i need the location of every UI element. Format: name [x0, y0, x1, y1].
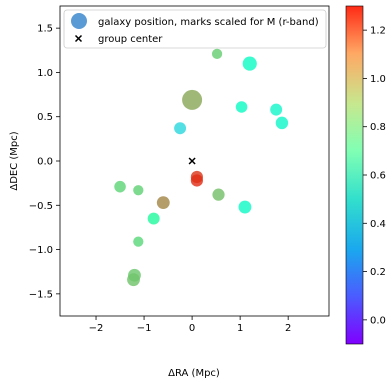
galaxy-point — [212, 188, 225, 201]
x-axis-ticks: −2 −1 0 1 2 — [89, 316, 291, 334]
legend: galaxy position, marks scaled for M (r-b… — [63, 9, 327, 49]
y-tick-label: −1.0 — [29, 245, 53, 256]
galaxy-point — [235, 101, 248, 113]
group-center-layer — [188, 157, 196, 165]
y-tick-label: 0.0 — [37, 157, 53, 168]
colorbar-tick-label: 0.8 — [370, 122, 386, 133]
galaxy-point — [190, 174, 204, 187]
y-tick-label: −1.5 — [29, 289, 53, 300]
colorbar-tick-label: 0.6 — [370, 171, 386, 182]
legend-marker-galaxy — [71, 13, 87, 29]
y-tick-label: 1.5 — [37, 24, 53, 35]
galaxy-point — [174, 122, 187, 135]
x-tick-label: −2 — [89, 323, 104, 334]
colorbar-tick-label: 0.4 — [370, 219, 386, 230]
x-axis-label: ΔRA (Mpc) — [168, 368, 220, 379]
y-axis-label: ΔDEC (Mpc) — [9, 131, 20, 190]
galaxy-point — [238, 200, 252, 214]
galaxy-point — [275, 116, 289, 130]
y-tick-label: 0.5 — [37, 112, 53, 123]
galaxy-point — [270, 103, 283, 116]
x-tick-label: 2 — [285, 323, 291, 334]
colorbar-tick-label: 0.0 — [370, 315, 386, 326]
y-tick-label: −0.5 — [29, 201, 53, 212]
x-tick-label: −1 — [137, 323, 152, 334]
legend-label-galaxy: galaxy position, marks scaled for M (r-b… — [98, 17, 319, 28]
galaxy-point — [133, 236, 144, 247]
points-layer — [114, 48, 289, 287]
galaxy-point — [182, 89, 203, 110]
plot-area — [60, 6, 329, 316]
legend-box — [63, 9, 327, 49]
colorbar-tick-label: 1.0 — [370, 74, 386, 85]
y-axis-ticks: −1.5 −1.0 −0.5 0.0 0.5 1.0 1.5 — [29, 24, 60, 300]
colorbar: 0.0 0.2 0.4 0.6 0.8 1.0 1.2 — [345, 5, 386, 345]
group-center-marker — [188, 157, 196, 165]
legend-label-center: group center — [98, 34, 163, 45]
galaxy-point — [242, 56, 257, 71]
galaxy-point — [127, 273, 140, 287]
colorbar-tick-label: 1.2 — [370, 26, 386, 37]
galaxy-point — [156, 196, 170, 210]
legend-marker-center — [74, 34, 83, 43]
galaxy-point — [147, 212, 160, 225]
galaxy-point — [133, 185, 144, 196]
x-tick-label: 1 — [237, 323, 243, 334]
colorbar-ticks: 0.0 0.2 0.4 0.6 0.8 1.0 1.2 — [363, 26, 386, 326]
x-tick-label: 0 — [189, 323, 195, 334]
colorbar-gradient — [345, 5, 364, 345]
galaxy-point — [211, 48, 223, 59]
y-tick-label: 1.0 — [37, 68, 53, 79]
colorbar-tick-label: 0.2 — [370, 267, 386, 278]
plot-frame — [60, 6, 329, 316]
galaxy-point — [114, 180, 126, 193]
